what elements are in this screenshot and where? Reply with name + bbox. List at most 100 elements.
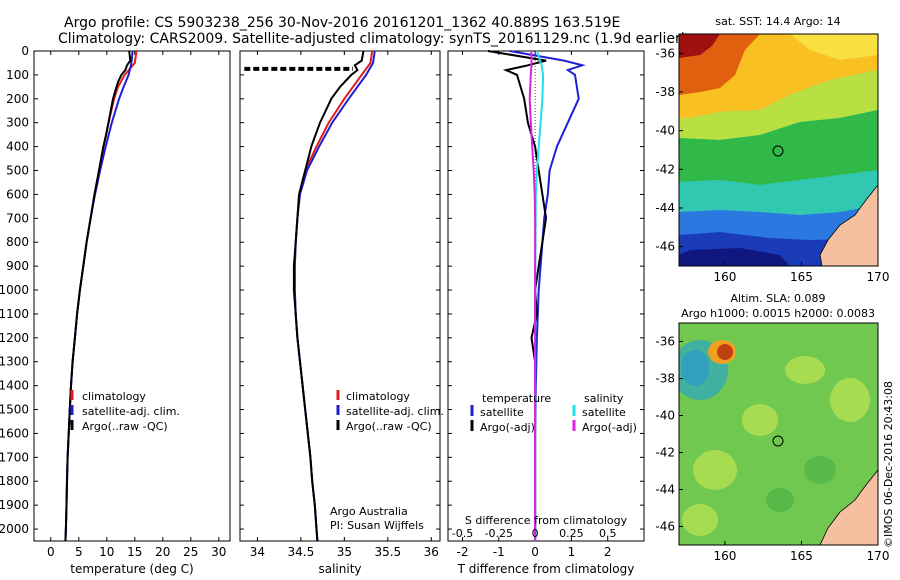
temperature-profile-xlabel: temperature (deg C) xyxy=(70,562,193,576)
x-tick-label: 5 xyxy=(75,545,83,559)
y-tick-label: 1300 xyxy=(0,355,29,369)
map-x-tick-label: 165 xyxy=(790,549,813,563)
s-tick-label: 0.25 xyxy=(559,527,584,540)
s-tick-label: -0.5 xyxy=(452,527,473,540)
title-line-2: Climatology: CARS2009. Satellite-adjuste… xyxy=(58,31,686,47)
sst-map-axes: 160 165 170 -36 -38 -40 -42 -44 -46 xyxy=(655,46,889,284)
y-tick-label: 800 xyxy=(6,235,29,249)
title-line-1: Argo profile: CS 5903238_256 30-Nov-2016… xyxy=(64,15,620,31)
map-y-tick-label: -42 xyxy=(655,446,675,460)
y-tick-label: 1600 xyxy=(0,426,29,440)
x-tick-label: 20 xyxy=(155,545,170,559)
legend-label: Argo(..raw -QC) xyxy=(82,420,168,433)
x-tick-label: 34 xyxy=(250,545,265,559)
sla-map-subtitle: Argo h1000: 0.0015 h2000: 0.0083 xyxy=(681,307,875,320)
y-tick-label: 1400 xyxy=(0,379,29,393)
y-tick-label: 1700 xyxy=(0,450,29,464)
legend-label: satellite-adj. clim. xyxy=(346,405,444,418)
legend-label: satellite xyxy=(480,406,524,419)
y-tick-label: 600 xyxy=(6,187,29,201)
difference-profile-xlabel: T difference from climatology xyxy=(457,562,635,576)
y-tick-label: 400 xyxy=(6,140,29,154)
legend-label: Argo(-adj) xyxy=(582,421,637,434)
series-line-argo-raw-qc- xyxy=(292,50,365,542)
y-tick-label: 300 xyxy=(6,116,29,130)
salinity-profile-xlabel: salinity xyxy=(318,562,361,576)
sst-argo-position-marker xyxy=(772,145,784,157)
s-difference-label: S difference from climatology xyxy=(465,514,628,527)
legend-label: satellite-adj. clim. xyxy=(82,405,180,418)
x-tick-label: -1 xyxy=(493,545,505,559)
y-tick-label: 1200 xyxy=(0,331,29,345)
x-tick-label: 25 xyxy=(183,545,198,559)
map-y-tick-label: -46 xyxy=(655,240,675,254)
map-x-tick-label: 170 xyxy=(867,549,890,563)
y-tick-label: 1800 xyxy=(0,474,29,488)
series-line-argo-raw-qc- xyxy=(64,50,132,542)
map-x-tick-label: 170 xyxy=(867,270,890,284)
legend-label: climatology xyxy=(346,390,410,403)
map-y-tick-label: -42 xyxy=(655,162,675,176)
sla-map: Altim. SLA: 0.089 Argo h1000: 0.0015 h20… xyxy=(655,292,889,563)
x-tick-label: 0 xyxy=(47,545,55,559)
credit-line-2: PI: Susan Wijffels xyxy=(330,519,424,532)
s-tick-label: 0 xyxy=(532,527,539,540)
x-tick-label: 1 xyxy=(568,545,576,559)
x-tick-label: 0 xyxy=(531,545,539,559)
map-x-tick-label: 165 xyxy=(790,270,813,284)
y-tick-label: 1100 xyxy=(0,307,29,321)
sla-map-title: Altim. SLA: 0.089 xyxy=(730,292,825,305)
x-tick-label: 35 xyxy=(337,545,352,559)
sla-map-field xyxy=(679,323,878,545)
map-x-tick-label: 160 xyxy=(713,549,736,563)
map-y-tick-label: -40 xyxy=(655,409,675,423)
difference-profile-frame xyxy=(447,50,645,542)
map-y-tick-label: -36 xyxy=(655,46,675,60)
map-y-tick-label: -40 xyxy=(655,124,675,138)
y-tick-label: 900 xyxy=(6,259,29,273)
salinity-profile-frame xyxy=(239,50,441,542)
x-tick-label: 2 xyxy=(604,545,612,559)
x-tick-label: 10 xyxy=(99,545,114,559)
y-tick-label: 1900 xyxy=(0,498,29,512)
map-y-tick-label: -38 xyxy=(655,85,675,99)
x-tick-label: -2 xyxy=(457,545,469,559)
y-tick-label: 1500 xyxy=(0,403,29,417)
legend-label: climatology xyxy=(82,390,146,403)
y-tick-label: 1000 xyxy=(0,283,29,297)
x-tick-label: 36 xyxy=(424,545,439,559)
y-tick-label: 100 xyxy=(6,68,29,82)
map-y-tick-label: -46 xyxy=(655,520,675,534)
legend-label: satellite xyxy=(582,406,626,419)
map-x-tick-label: 160 xyxy=(713,270,736,284)
temperature-panel: 0100200300400500600700800900100011001200… xyxy=(0,44,231,576)
map-y-tick-label: -44 xyxy=(655,201,675,215)
legend-title-salinity: salinity xyxy=(584,392,624,405)
x-tick-label: 35.5 xyxy=(374,545,401,559)
temperature-profile-frame xyxy=(33,50,231,542)
map-y-tick-label: -38 xyxy=(655,372,675,386)
y-tick-label: 0 xyxy=(21,44,29,58)
y-tick-label: 700 xyxy=(6,211,29,225)
copyright-timestamp: ©IMOS 06-Dec-2016 20:43:08 xyxy=(882,381,895,548)
difference-panel: -2 -1 0 1 2 T difference from climatology -0.5… xyxy=(447,50,645,576)
map-y-tick-label: -44 xyxy=(655,483,675,497)
legend-title-temperature: temperature xyxy=(482,392,551,405)
y-tick-label: 500 xyxy=(6,164,29,178)
sla-map-axes: 160 165 170 -36 -38 -40 -42 -44 -46 xyxy=(655,335,889,564)
salinity-panel: 34 34.5 35 35.5 36 salinity climatology satelli… xyxy=(239,50,444,576)
s-tick-label: -0.25 xyxy=(485,527,513,540)
legend-label: Argo(..raw -QC) xyxy=(346,420,432,433)
x-tick-label: 15 xyxy=(127,545,142,559)
map-y-tick-label: -36 xyxy=(655,335,675,349)
x-tick-label: 30 xyxy=(211,545,226,559)
credit-line-1: Argo Australia xyxy=(330,505,408,518)
y-tick-label: 2000 xyxy=(0,522,29,536)
s-tick-label: 0.5 xyxy=(599,527,617,540)
sst-map-title: sat. SST: 14.4 Argo: 14 xyxy=(715,15,840,28)
series-line-salinity-argo-adj- xyxy=(528,51,537,541)
legend-label: Argo(-adj) xyxy=(480,421,535,434)
sst-map: sat. SST: 14.4 Argo: 14 160 165 170 -36 -38 -… xyxy=(655,15,889,284)
sst-map-field xyxy=(679,34,878,266)
